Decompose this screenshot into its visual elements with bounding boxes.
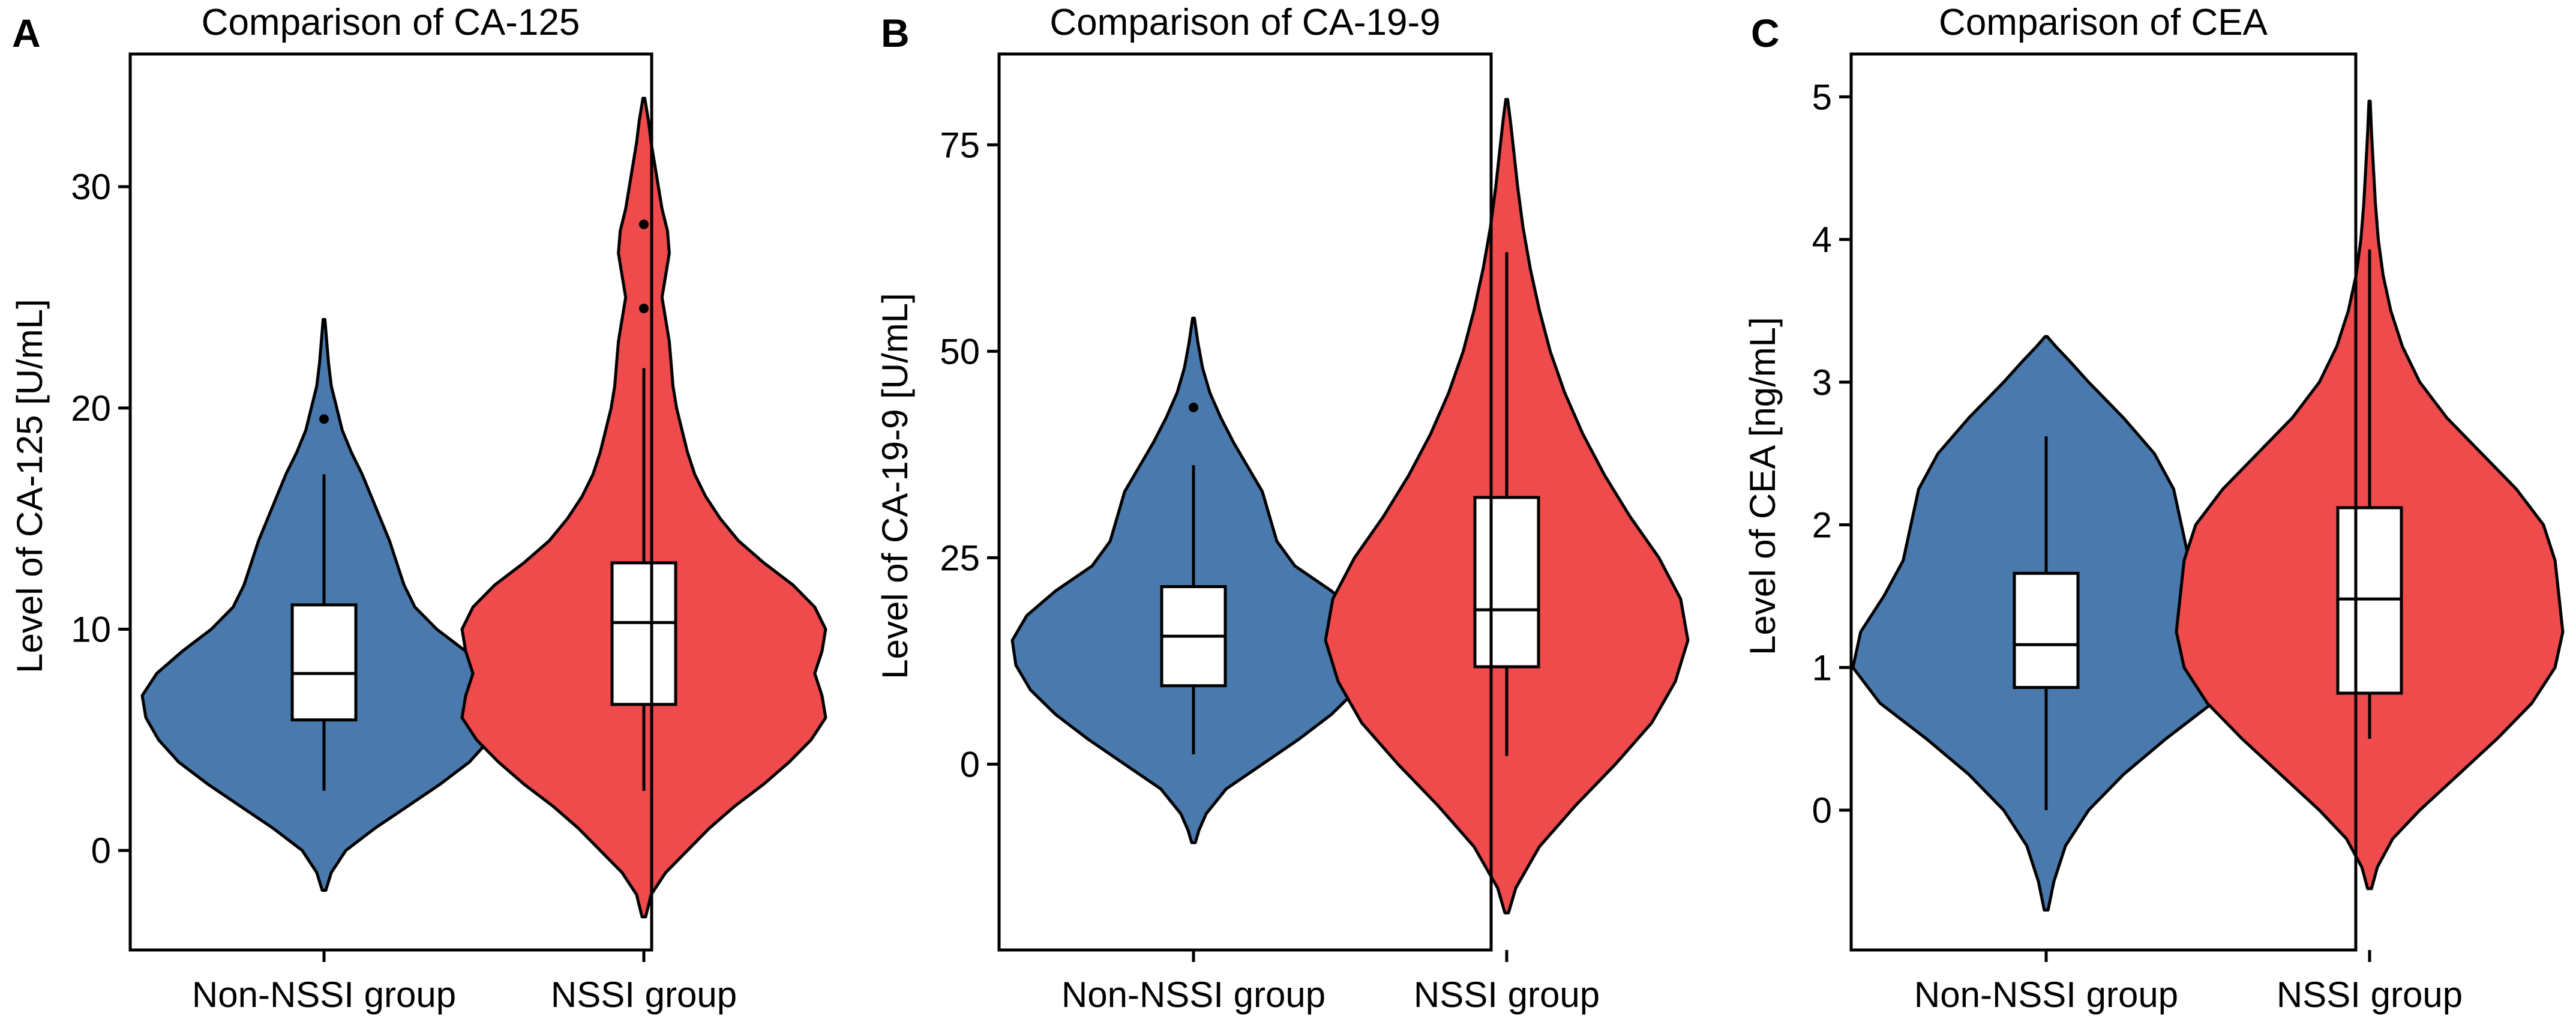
panel-a: A Comparison of CA-125 Level of CA-125 [… (10, 2, 827, 1015)
panel-b-box-nssi (1473, 496, 1540, 669)
panel-a-y-tick-label: 10 (71, 609, 111, 649)
panel-c-box-non-nssi (2013, 571, 2080, 690)
panel-a-plot: Non-NSSI group NSSI group 0 10 20 30 (71, 52, 827, 1015)
panel-letter-c: C (1751, 11, 1780, 55)
panel-b-y-axis-title: Level of CA-19-9 [U/mL] (875, 293, 915, 679)
panel-a-outlier-nssi-2 (639, 219, 649, 229)
panel-c-y-axis-title: Level of CEA [ng/mL] (1743, 317, 1783, 655)
panel-c-plot: Non-NSSI group NSSI group 0 1 2 3 4 5 (1812, 52, 2565, 1015)
panel-a-box-non-nssi (290, 603, 358, 722)
panel-c-title: Comparison of CEA (1939, 2, 2268, 43)
panel-b-y-tick-label: 75 (940, 125, 980, 165)
panel-a-y-tick-label: 30 (71, 167, 111, 207)
panel-c-y-tick-label: 0 (1812, 790, 1832, 831)
panel-c-y-tick-label: 5 (1812, 77, 1832, 117)
panel-a-x-label-nssi: NSSI group (551, 975, 737, 1015)
panel-a-y-tick-label: 20 (71, 388, 111, 428)
panel-b-y-tick-label: 0 (960, 744, 980, 784)
panel-a-outlier-non-nssi-1 (319, 414, 329, 424)
panel-a-box-nssi (610, 561, 677, 706)
panel-c-y-tick-label: 4 (1812, 220, 1832, 260)
panel-b-x-label-nssi: NSSI group (1414, 975, 1600, 1015)
panel-letter-b: B (881, 11, 910, 55)
panel-c: C Comparison of CEA Level of CEA [ng/mL]… (1743, 2, 2565, 1015)
panel-b-plot: Non-NSSI group NSSI group 0 25 50 75 (940, 52, 1690, 1015)
panel-b-frame (997, 52, 1493, 952)
panel-a-outlier-nssi-1 (639, 303, 649, 313)
panel-b-outlier-non-nssi-1 (1189, 402, 1198, 412)
panel-a-title: Comparison of CA-125 (202, 2, 580, 43)
panel-a-x-label-non-nssi: Non-NSSI group (192, 975, 456, 1015)
panel-b-x-label-non-nssi: Non-NSSI group (1061, 975, 1326, 1015)
panel-b: B Comparison of CA-19-9 Level of CA-19-9… (875, 2, 1690, 1015)
panel-a-y-axis-title: Level of CA-125 [U/mL] (10, 299, 50, 673)
panel-b-y-tick-label: 50 (940, 331, 980, 371)
panel-a-frame (128, 52, 653, 952)
panel-letter-a: A (12, 11, 41, 55)
panel-c-x-label-non-nssi: Non-NSSI group (1914, 975, 2178, 1015)
panel-c-y-tick-label: 2 (1812, 505, 1832, 546)
panel-c-y-tick-label: 3 (1812, 362, 1832, 403)
panel-b-y-tick-label: 25 (940, 538, 980, 578)
panel-c-x-label-nssi: NSSI group (2277, 975, 2463, 1015)
panel-a-y-tick-label: 0 (91, 831, 111, 871)
panel-c-frame (1849, 52, 2358, 952)
panel-c-y-tick-label: 1 (1812, 648, 1832, 688)
panel-b-title: Comparison of CA-19-9 (1049, 2, 1440, 43)
